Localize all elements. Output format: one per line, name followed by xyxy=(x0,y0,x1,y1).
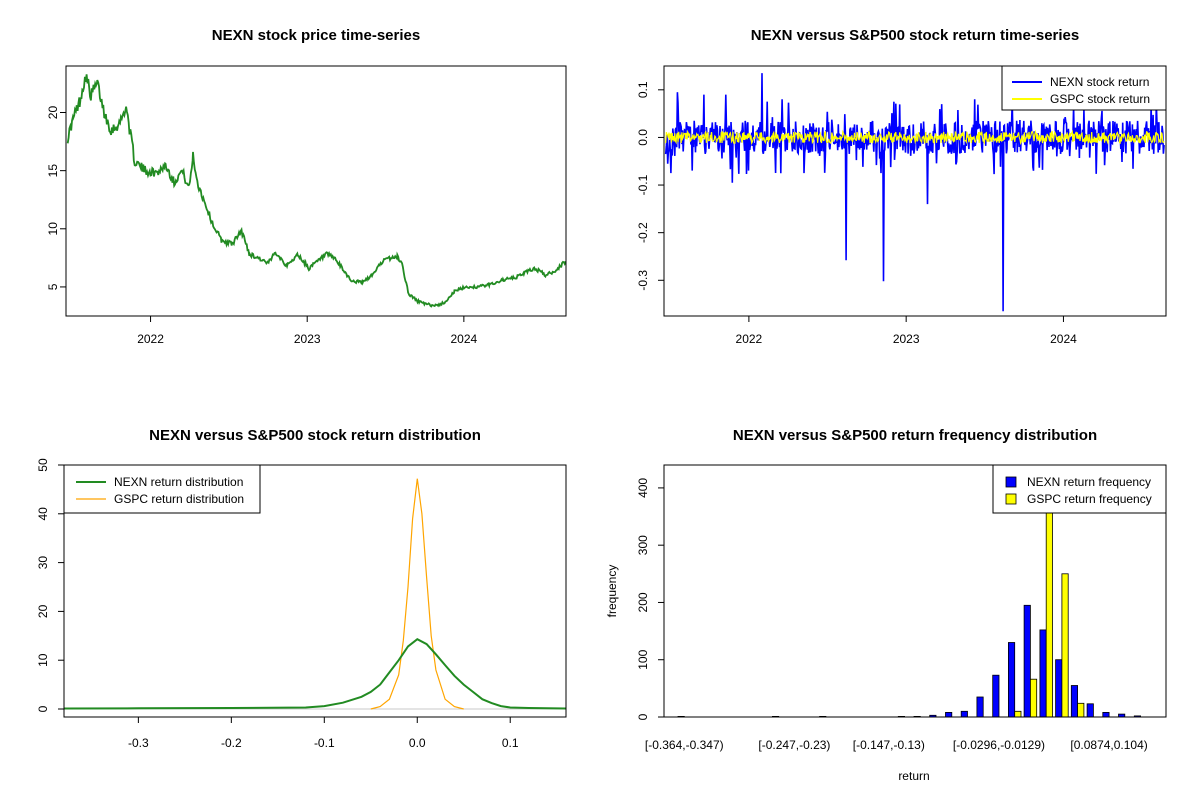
gspc-return-line xyxy=(665,129,1165,146)
y-tick-label: 20 xyxy=(36,604,50,618)
y-tick-label: -0.2 xyxy=(636,222,650,243)
x-tick-label: 2022 xyxy=(736,332,763,346)
y-tick-label: 10 xyxy=(36,653,50,667)
bar xyxy=(976,696,984,717)
bar xyxy=(1061,573,1069,717)
plot-frame xyxy=(663,65,1167,317)
chart-title: NEXN stock price time-series xyxy=(212,27,420,44)
bar xyxy=(1008,642,1016,717)
x-tick-label: 2022 xyxy=(137,332,164,346)
x-tick-label: -0.3 xyxy=(128,736,149,750)
plot-frame xyxy=(63,464,567,718)
y-tick-label: 30 xyxy=(36,556,50,570)
plot-frame xyxy=(65,65,567,317)
y-tick-label: 10 xyxy=(46,222,60,236)
chart-title: NEXN versus S&P500 stock return distribu… xyxy=(149,427,481,444)
histogram-chart: NEXN versus S&P500 return frequency dist… xyxy=(605,427,1167,783)
bar xyxy=(1014,710,1022,717)
x-tick-label: 2023 xyxy=(893,332,920,346)
y-tick-label: 50 xyxy=(36,458,50,472)
x-tick-label: 2023 xyxy=(294,332,321,346)
y-tick-label: -0.1 xyxy=(636,174,650,195)
legend-box xyxy=(63,464,261,514)
legend-label: NEXN return distribution xyxy=(114,475,243,489)
nexn-return-line xyxy=(664,73,1165,312)
legend-box xyxy=(1001,65,1167,111)
x-tick-label: -0.1 xyxy=(314,736,335,750)
legend-box xyxy=(992,464,1167,514)
legend: NEXN return frequency GSPC return frequen… xyxy=(992,464,1167,514)
x-tick-label: 2024 xyxy=(451,332,478,346)
x-tick-label: [-0.0296,-0.0129) xyxy=(953,738,1045,752)
x-tick-label: [-0.147,-0.13) xyxy=(853,738,925,752)
plot-frame xyxy=(663,464,1167,718)
y-tick-label: -0.3 xyxy=(636,270,650,291)
x-tick-label: [-0.247,-0.23) xyxy=(758,738,830,752)
legend-label: GSPC return frequency xyxy=(1027,492,1152,506)
y-tick-label: 300 xyxy=(636,535,650,555)
bar xyxy=(945,712,953,717)
y-tick-label: 0 xyxy=(36,705,50,712)
legend-label: NEXN stock return xyxy=(1050,75,1149,89)
y-tick-label: 0.0 xyxy=(636,129,650,146)
y-tick-label: 100 xyxy=(636,649,650,669)
density-chart: NEXN versus S&P500 stock return distribu… xyxy=(36,427,567,750)
bar xyxy=(1023,604,1031,717)
y-tick-label: 15 xyxy=(46,164,60,178)
bar xyxy=(1077,702,1085,717)
bar xyxy=(1102,712,1110,717)
legend: NEXN stock return GSPC stock return xyxy=(1001,65,1167,111)
chart-title: NEXN versus S&P500 return frequency dist… xyxy=(733,427,1097,444)
y-tick-label: 40 xyxy=(36,507,50,521)
x-tick-label: -0.2 xyxy=(221,736,242,750)
x-axis-label: return xyxy=(898,769,929,783)
y-tick-label: 0.1 xyxy=(636,81,650,98)
legend-swatch xyxy=(1005,476,1017,488)
bar xyxy=(992,674,1000,717)
legend-swatch xyxy=(1005,493,1017,505)
y-tick-label: 200 xyxy=(636,592,650,612)
bars xyxy=(677,465,1148,717)
price-line xyxy=(66,74,567,308)
legend-label: GSPC return distribution xyxy=(114,492,244,506)
bar xyxy=(960,710,968,717)
x-tick-label: [-0.364,-0.347) xyxy=(645,738,724,752)
density-line xyxy=(370,478,464,710)
y-tick-label: 400 xyxy=(636,478,650,498)
legend-label: NEXN return frequency xyxy=(1027,475,1151,489)
bar xyxy=(1030,678,1038,717)
y-axis-label: frequency xyxy=(605,565,619,618)
bar xyxy=(1133,715,1142,717)
x-tick-label: 2024 xyxy=(1050,332,1077,346)
chart-title: NEXN versus S&P500 stock return time-ser… xyxy=(751,27,1079,44)
price-chart: NEXN stock price time-series 5 10 15 20 2022 2… xyxy=(46,27,567,346)
y-tick-label: 5 xyxy=(46,283,60,290)
density-line xyxy=(63,638,567,710)
returns-chart: NEXN versus S&P500 stock return time-ser… xyxy=(636,27,1167,346)
bar xyxy=(1039,629,1047,717)
y-tick-label: 20 xyxy=(46,106,60,120)
x-tick-label: 0.1 xyxy=(502,736,519,750)
y-tick-label: 0 xyxy=(636,713,650,720)
x-tick-label: [0.0874,0.104) xyxy=(1070,738,1147,752)
bar xyxy=(1055,659,1063,717)
bar xyxy=(1086,703,1094,717)
x-tick-label: 0.0 xyxy=(409,736,426,750)
bar xyxy=(1045,465,1053,717)
bar xyxy=(1070,685,1079,717)
legend: NEXN return distribution GSPC return dist… xyxy=(63,464,261,514)
legend-label: GSPC stock return xyxy=(1050,92,1150,106)
